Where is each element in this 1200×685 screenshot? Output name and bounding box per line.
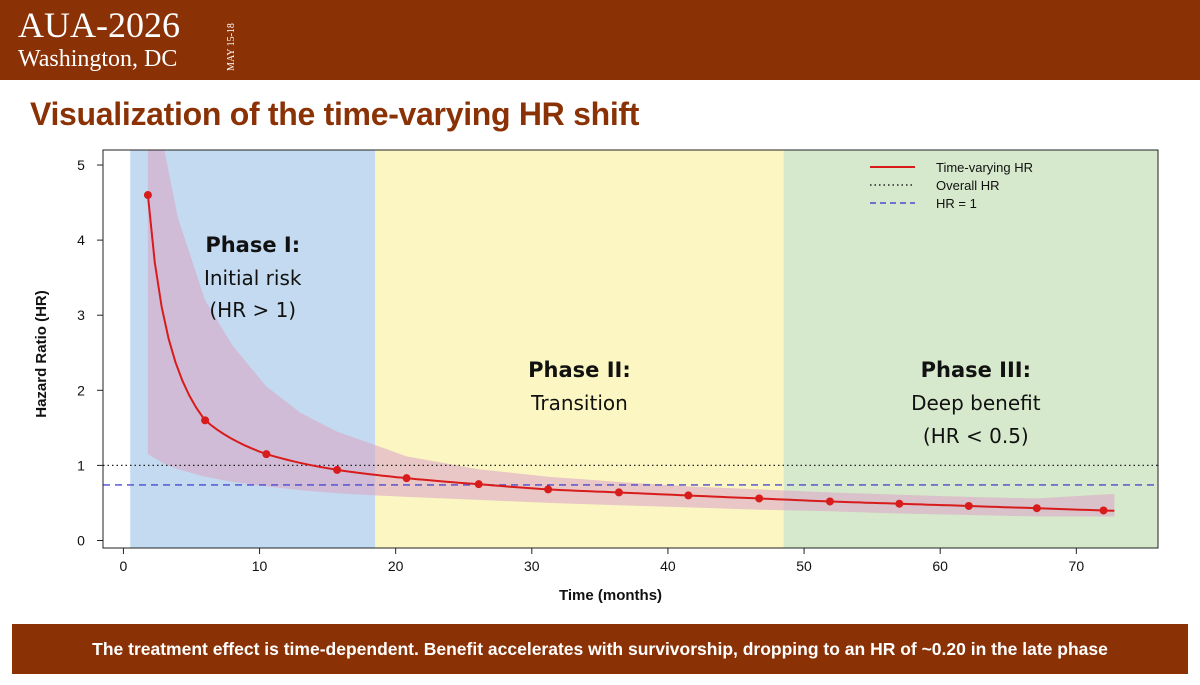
legend: Time-varying HR Overall HR HR = 1	[870, 160, 1033, 211]
hr-point	[755, 494, 764, 503]
hr-point	[333, 465, 342, 474]
phase-1-title: Phase I:	[205, 233, 300, 257]
hr-series	[143, 191, 1115, 515]
confidence-band	[147, 150, 1115, 517]
footer-banner: The treatment effect is time-dependent. …	[12, 624, 1188, 674]
phase-3-background	[783, 150, 1158, 548]
x-tick-label: 20	[388, 558, 404, 574]
hr-point	[544, 485, 553, 494]
plot-frame	[102, 149, 1159, 549]
y-axis-label: Hazard Ratio (HR)	[33, 290, 50, 418]
hr-point	[1099, 506, 1108, 515]
hr-point	[1032, 504, 1041, 513]
y-tick-label: 2	[77, 382, 85, 398]
hr-point	[964, 501, 973, 510]
phase-1-description: Initial risk	[204, 266, 302, 290]
phase-3-title: Phase III:	[921, 358, 1031, 382]
hr-point	[201, 416, 210, 425]
hr-point	[262, 450, 271, 459]
phase-3-description: Deep benefit	[911, 391, 1041, 415]
hr-point	[402, 474, 411, 483]
x-tick-label: 0	[120, 558, 128, 574]
legend-label: HR = 1	[936, 196, 977, 211]
y-tick-label: 5	[77, 157, 85, 173]
y-tick-label: 3	[77, 307, 85, 323]
x-tick-label: 10	[252, 558, 268, 574]
legend-label: Overall HR	[936, 178, 1000, 193]
x-tick-label: 70	[1069, 558, 1085, 574]
conference-city: Washington, DC	[18, 46, 178, 72]
x-tick-label: 50	[796, 558, 812, 574]
phase-labels: Phase I: Initial risk (HR > 1) Phase II: Tra…	[204, 233, 1041, 448]
phase-1-condition: (HR > 1)	[209, 298, 296, 322]
x-axis-label: Time (months)	[559, 587, 662, 604]
hr-point	[895, 499, 904, 508]
phase-3-condition: (HR < 0.5)	[923, 424, 1029, 448]
y-tick-label: 0	[77, 532, 85, 548]
hr-chart: Phase I: Initial risk (HR > 1) Phase II: Tra…	[33, 149, 1159, 604]
x-tick-label: 30	[524, 558, 540, 574]
hr-point	[143, 191, 152, 200]
phase-2-title: Phase II:	[528, 358, 631, 382]
hr-point	[614, 488, 623, 497]
axes: 0 10 20 30 40 50 60 70 0 1 2 3 4 5 Time (months) Hazard…	[33, 149, 1159, 604]
y-tick-label: 1	[77, 457, 85, 473]
legend-label: Time-varying HR	[936, 160, 1033, 175]
conference-name: AUA-2026	[18, 5, 180, 45]
ci-band-area	[147, 150, 1115, 517]
header-bar: AUA-2026 Washington, DC MAY 15-18	[0, 0, 1200, 80]
x-tick-label: 60	[932, 558, 948, 574]
hr-point	[825, 497, 834, 506]
hr-curve	[146, 194, 1115, 512]
x-tick-label: 40	[660, 558, 676, 574]
phase-backgrounds	[130, 150, 1158, 548]
hr-point	[684, 491, 693, 500]
reference-lines	[103, 464, 1158, 486]
slide-title: Visualization of the time-varying HR shi…	[30, 96, 640, 132]
phase-2-description: Transition	[530, 391, 628, 415]
conference-dates: MAY 15-18	[226, 23, 237, 71]
hr-point	[474, 480, 483, 489]
y-tick-label: 4	[77, 232, 85, 248]
